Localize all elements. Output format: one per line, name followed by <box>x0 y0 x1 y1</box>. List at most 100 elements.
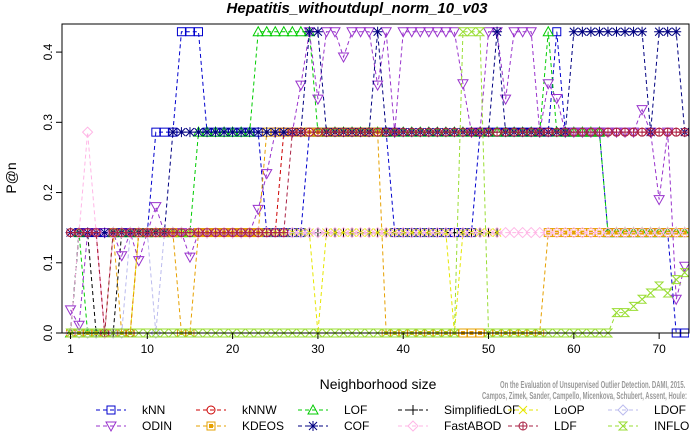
legend-label: SimplifiedLOF <box>444 403 519 417</box>
data-point-ldf <box>646 127 656 137</box>
data-point-inflo <box>278 328 290 338</box>
data-point-inflo <box>508 328 520 338</box>
data-point-inflo <box>329 328 341 338</box>
data-point-ldf <box>603 127 613 137</box>
data-point-inflo <box>184 328 196 338</box>
citation-watermark: On the Evaluation of Unsupervised Outlie… <box>482 380 687 402</box>
data-point-cof <box>620 26 631 37</box>
data-point-odin <box>525 27 538 38</box>
data-point-ldf <box>321 127 331 137</box>
data-point-inflo <box>107 328 119 338</box>
data-point-fastabod <box>423 226 435 239</box>
data-point-cof <box>270 127 281 138</box>
data-point-cof <box>568 26 579 37</box>
data-point-inflo <box>363 328 375 338</box>
legend-marker-odin <box>105 421 117 433</box>
data-point-ldf <box>134 228 144 238</box>
data-point-ldf <box>577 127 587 137</box>
data-point-odin <box>252 204 265 216</box>
data-point-fastabod <box>397 226 409 239</box>
data-point-cof <box>219 127 230 138</box>
data-point-ldf <box>398 127 408 137</box>
data-point-ldf <box>142 228 152 238</box>
data-point-odin <box>482 27 495 38</box>
y-axis-label: P@n <box>3 162 19 193</box>
data-point-cof <box>193 127 204 138</box>
data-point-ldf <box>390 127 400 137</box>
data-point-odin <box>670 294 683 306</box>
data-point-odin <box>422 27 435 38</box>
data-point-inflo <box>585 328 597 338</box>
data-point-odin <box>132 256 145 267</box>
legend-marker-simplifiedlof <box>408 405 418 415</box>
citation-watermark-line-2: Campos, Zimek, Sander, Campello, Micenko… <box>482 391 687 402</box>
data-point-lof <box>295 25 307 37</box>
data-point-odin <box>542 79 555 90</box>
data-point-fastabod <box>474 226 486 239</box>
data-point-odin <box>431 27 444 38</box>
series-odin <box>64 27 689 332</box>
data-point-inflo <box>99 328 110 338</box>
legend-label: INFLO <box>654 419 689 433</box>
data-point-cof <box>202 127 213 138</box>
data-point-ldf <box>193 228 203 238</box>
data-point-odin <box>312 94 324 106</box>
data-point-inflo <box>176 328 187 338</box>
legend-label: FastABOD <box>444 419 502 433</box>
data-point-odin <box>329 27 341 38</box>
data-point-ldf <box>611 127 621 137</box>
legend-label: LoOP <box>554 403 585 417</box>
data-point-inflo <box>679 268 689 278</box>
data-point-ldf <box>364 127 374 137</box>
data-point-inflo <box>594 328 605 338</box>
data-point-fastabod <box>312 226 324 239</box>
data-point-inflo <box>321 328 332 338</box>
x-tick-label: 10 <box>141 342 155 356</box>
legend-label: KDEOS <box>242 419 284 433</box>
legend-marker-fastabod <box>407 420 419 432</box>
series-inflo <box>65 27 689 338</box>
data-point-inflo <box>466 27 477 37</box>
series-ldf <box>66 127 689 338</box>
data-point-inflo <box>474 27 486 37</box>
data-point-fastabod <box>670 226 682 239</box>
data-point-lof <box>269 25 282 37</box>
data-point-ldof <box>107 327 119 339</box>
series-lof <box>64 25 689 338</box>
data-point-ldf <box>108 228 118 238</box>
data-point-inflo <box>372 328 383 338</box>
data-point-fastabod <box>602 226 614 239</box>
data-point-odin <box>448 27 461 38</box>
data-point-ldf <box>680 127 689 137</box>
data-point-fastabod <box>679 226 689 239</box>
data-point-odin <box>405 27 418 38</box>
data-point-odin <box>260 169 273 180</box>
data-point-ldf <box>671 127 681 137</box>
legend-label: ODIN <box>142 419 172 433</box>
series-loop <box>66 228 502 338</box>
data-point-ldof <box>73 327 85 339</box>
data-point-cof <box>585 26 596 37</box>
data-point-fastabod <box>431 226 444 239</box>
data-point-fastabod <box>516 226 529 239</box>
data-point-fastabod <box>636 226 648 239</box>
data-point-inflo <box>252 328 264 338</box>
legend-item-odin: ODIN <box>96 419 172 433</box>
data-point-inflo <box>619 308 631 318</box>
data-point-fastabod <box>593 226 606 239</box>
data-point-inflo <box>346 328 358 338</box>
data-point-inflo <box>517 328 528 338</box>
series-line-lof <box>70 31 685 334</box>
data-point-fastabod <box>329 226 341 239</box>
data-point-odin <box>678 261 689 273</box>
data-point-inflo <box>150 328 162 338</box>
data-point-inflo <box>142 328 153 338</box>
data-point-fastabod <box>610 226 623 239</box>
data-point-ldf <box>543 127 553 137</box>
series-line-ldof <box>70 232 318 334</box>
legend-marker-kdeos <box>206 421 216 431</box>
data-point-fastabod <box>354 226 367 239</box>
data-point-ldf <box>296 127 306 137</box>
data-point-ldf <box>415 127 425 137</box>
legend-item-knnw: kNNW <box>196 403 277 417</box>
